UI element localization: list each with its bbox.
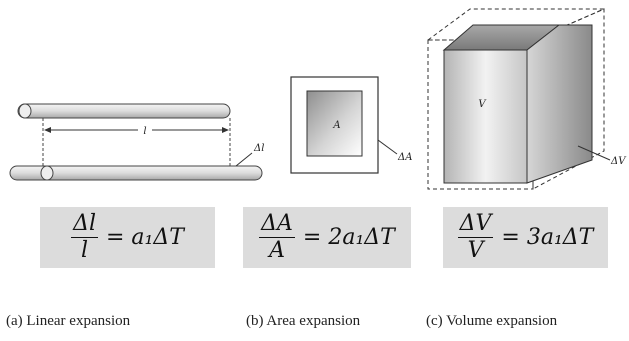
area-denominator: A bbox=[269, 238, 285, 263]
long-rod bbox=[9, 165, 263, 181]
area-label: A bbox=[332, 120, 340, 131]
volume-fraction: ΔV V bbox=[457, 211, 494, 263]
length-arrow bbox=[44, 127, 229, 133]
delta-a-label: ΔA bbox=[397, 152, 412, 163]
linear-denominator: l bbox=[81, 238, 89, 263]
volume-numerator: ΔV bbox=[457, 211, 494, 238]
delta-l-label: Δl bbox=[253, 143, 264, 154]
linear-rhs: = a₁ΔT bbox=[106, 225, 184, 250]
linear-caption: (a) Linear expansion bbox=[6, 313, 131, 329]
delta-v-pointer bbox=[577, 145, 611, 161]
area-numerator: ΔA bbox=[259, 211, 295, 238]
linear-formula-box: Δl l = a₁ΔT bbox=[40, 207, 215, 268]
volume-rhs: = 3a₁ΔT bbox=[501, 225, 594, 250]
area-caption: (b) Area expansion bbox=[246, 313, 361, 329]
volume-label: V bbox=[478, 99, 487, 110]
volume-formula-box: ΔV V = 3a₁ΔT bbox=[443, 207, 608, 268]
volume-caption: (c) Volume expansion bbox=[426, 313, 558, 329]
volume-denominator: V bbox=[467, 238, 484, 263]
rod-length-label: l bbox=[143, 126, 146, 137]
area-fraction: ΔA A bbox=[259, 212, 295, 263]
delta-a-pointer bbox=[377, 139, 398, 155]
original-cube bbox=[442, 24, 593, 184]
area-rhs: = 2a₁ΔT bbox=[302, 225, 395, 250]
area-formula-box: ΔA A = 2a₁ΔT bbox=[243, 207, 411, 268]
linear-numerator: Δl bbox=[71, 211, 98, 238]
short-rod bbox=[17, 103, 231, 119]
delta-v-label: ΔV bbox=[610, 156, 627, 167]
original-area-square bbox=[306, 90, 363, 157]
delta-l-pointer bbox=[235, 152, 253, 167]
linear-fraction: Δl l bbox=[71, 212, 98, 263]
